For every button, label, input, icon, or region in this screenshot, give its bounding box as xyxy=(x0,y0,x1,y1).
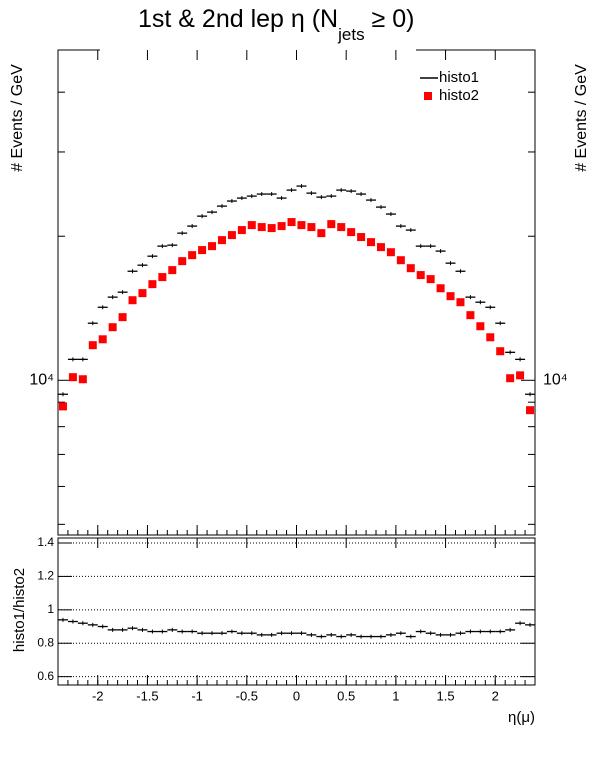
marker xyxy=(148,280,157,289)
marker xyxy=(88,341,97,350)
y-tick-label: 1.2 xyxy=(37,569,54,583)
marker xyxy=(68,373,77,382)
title-tail: ≥ 0) xyxy=(365,5,415,33)
legend-label: histo2 xyxy=(439,87,479,104)
marker xyxy=(327,220,336,229)
x-tick-label: 2 xyxy=(492,688,499,703)
marker xyxy=(277,222,286,231)
marker xyxy=(367,238,376,247)
ratio-y-label: histo1/histo2 xyxy=(11,568,28,652)
marker xyxy=(466,311,475,320)
y-tick-label: 0.6 xyxy=(37,669,54,683)
marker xyxy=(376,243,385,252)
marker xyxy=(476,322,485,331)
chart-title: 1st & 2nd lep η (Njets ≥ 0) xyxy=(138,5,414,45)
y-tick-label: 1 xyxy=(47,602,54,616)
marker xyxy=(98,335,107,344)
marker xyxy=(217,236,226,245)
title-box xyxy=(100,0,416,52)
marker xyxy=(138,289,147,298)
marker xyxy=(406,264,415,273)
marker xyxy=(337,223,346,232)
marker xyxy=(158,273,167,282)
marker xyxy=(456,298,465,307)
x-tick-label: 1.5 xyxy=(437,688,455,703)
marker xyxy=(247,221,256,230)
x-tick-label: 0.5 xyxy=(337,688,355,703)
marker xyxy=(496,347,505,356)
y-tick-label-right: 10⁴ xyxy=(543,372,568,389)
upper-frame xyxy=(57,49,536,536)
marker xyxy=(227,231,236,240)
marker xyxy=(297,221,306,230)
marker xyxy=(446,292,455,301)
marker xyxy=(317,229,326,238)
y-axis-label-right: # Events / GeV xyxy=(573,64,590,172)
marker xyxy=(267,224,276,233)
y-tick-label: 10⁴ xyxy=(29,372,54,389)
marker xyxy=(357,233,366,242)
marker xyxy=(58,402,67,411)
y-axis-label: # Events / GeV xyxy=(9,64,26,172)
legend-marker xyxy=(424,92,432,100)
marker xyxy=(307,223,316,232)
marker xyxy=(506,374,515,383)
y-tick-label: 1.4 xyxy=(37,535,54,549)
marker xyxy=(118,313,127,322)
marker xyxy=(287,218,296,227)
x-tick-label: 1 xyxy=(392,688,399,703)
legend-label: histo1 xyxy=(439,69,479,86)
marker xyxy=(257,223,266,232)
marker xyxy=(78,375,87,384)
marker xyxy=(198,246,207,255)
marker xyxy=(237,226,246,235)
ratio-frame xyxy=(57,537,536,686)
marker xyxy=(526,406,535,415)
marker xyxy=(426,275,435,284)
marker xyxy=(178,257,187,266)
marker xyxy=(188,251,197,260)
marker xyxy=(486,333,495,342)
x-tick-label: 0 xyxy=(293,688,300,703)
y-tick-label: 0.8 xyxy=(37,635,54,649)
marker xyxy=(396,256,405,265)
marker xyxy=(436,284,445,293)
marker xyxy=(347,228,356,237)
x-tick-label: -0.5 xyxy=(236,688,258,703)
marker xyxy=(108,323,117,332)
marker xyxy=(386,248,395,257)
x-axis-label: η(μ) xyxy=(508,709,535,726)
marker xyxy=(516,371,525,380)
title-sub: jets xyxy=(337,25,364,44)
title-main: 1st & 2nd lep η (N xyxy=(138,5,338,33)
marker xyxy=(128,296,137,305)
x-tick-label: -1 xyxy=(191,688,203,703)
marker xyxy=(168,266,177,275)
marker xyxy=(416,271,425,280)
marker xyxy=(208,242,217,251)
x-tick-label: -2 xyxy=(92,688,104,703)
x-tick-label: -1.5 xyxy=(136,688,158,703)
